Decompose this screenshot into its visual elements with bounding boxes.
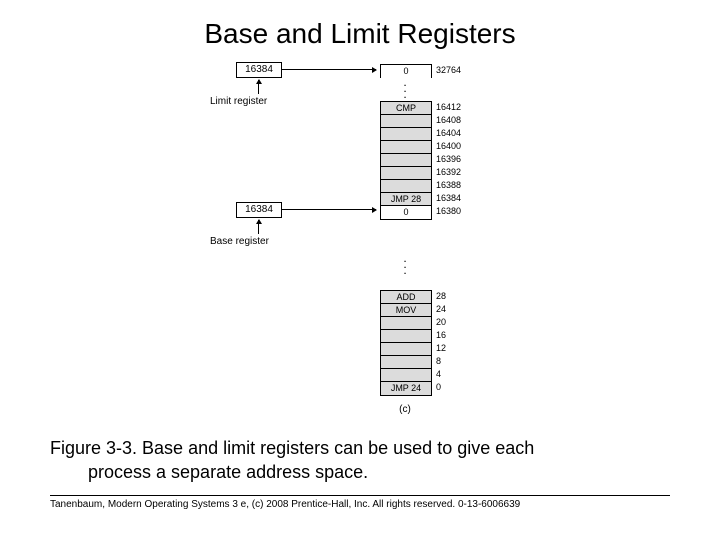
address-label: 16384	[436, 193, 461, 203]
address-label: 16392	[436, 167, 461, 177]
base-register-pointer	[258, 220, 259, 234]
subfigure-label: (c)	[380, 404, 430, 415]
address-label: 20	[436, 317, 446, 327]
address-label: 4	[436, 369, 441, 379]
memory-cell: MOV	[380, 303, 432, 317]
memory-cell	[380, 368, 432, 382]
address-label: 16	[436, 330, 446, 340]
memory-cell	[380, 179, 432, 193]
caption-line-2: process a separate address space.	[50, 462, 368, 482]
memory-cell: 0	[380, 205, 432, 220]
address-label: 16380	[436, 206, 461, 216]
address-label: 16404	[436, 128, 461, 138]
limit-register-arrow	[282, 69, 376, 70]
base-register-box: 16384	[236, 202, 282, 218]
ellipsis-lower: ...	[380, 255, 430, 273]
footer-citation: Tanenbaum, Modern Operating Systems 3 e,…	[50, 495, 670, 510]
memory-cell	[380, 329, 432, 343]
address-label: 16408	[436, 115, 461, 125]
limit-register-pointer	[258, 80, 259, 94]
diagram-area: 16384 Limit register 16384 Base register…	[210, 60, 550, 440]
address-label: 16388	[436, 180, 461, 190]
address-label: 0	[436, 382, 441, 392]
base-register-label: Base register	[210, 236, 269, 247]
memory-cell: CMP	[380, 101, 432, 115]
base-register-arrow	[282, 209, 376, 210]
memory-cell	[380, 140, 432, 154]
memory-cell	[380, 153, 432, 167]
address-label: 28	[436, 291, 446, 301]
memory-cell	[380, 316, 432, 330]
address-label: 16396	[436, 154, 461, 164]
address-label: 32764	[436, 65, 461, 75]
address-label: 16400	[436, 141, 461, 151]
figure-caption: Figure 3-3. Base and limit registers can…	[50, 436, 670, 484]
memory-cell: JMP 28	[380, 192, 432, 206]
memory-cell	[380, 166, 432, 180]
limit-register-label: Limit register	[210, 96, 267, 107]
ellipsis-upper: ...	[380, 79, 430, 97]
memory-cell	[380, 127, 432, 141]
address-label: 24	[436, 304, 446, 314]
memory-cell	[380, 114, 432, 128]
address-label: 12	[436, 343, 446, 353]
memory-cell: JMP 24	[380, 381, 432, 396]
caption-line-1: Figure 3-3. Base and limit registers can…	[50, 438, 534, 458]
memory-cell	[380, 342, 432, 356]
memory-cell	[380, 355, 432, 369]
limit-register-box: 16384	[236, 62, 282, 78]
address-label: 16412	[436, 102, 461, 112]
address-label: 8	[436, 356, 441, 366]
memory-cell: ADD	[380, 290, 432, 304]
page-title: Base and Limit Registers	[0, 18, 720, 50]
